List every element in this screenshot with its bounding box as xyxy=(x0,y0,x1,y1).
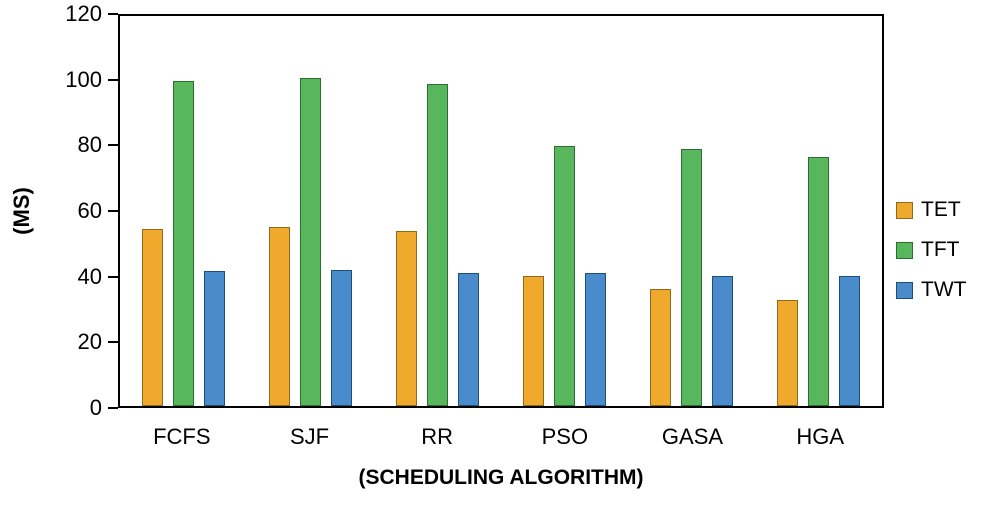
legend-swatch-tet xyxy=(896,201,913,219)
x-tick-label-sjf: SJF xyxy=(289,424,330,449)
x-tick-label-hga: HGA xyxy=(796,424,844,449)
x-axis-title: (SCHEDULING ALGORITHM) xyxy=(358,466,644,489)
y-tick-mark-40 xyxy=(108,275,118,278)
y-tick-label-20: 20 xyxy=(77,329,102,355)
y-tick-label-100: 100 xyxy=(65,66,102,92)
bar-tft-pso xyxy=(554,146,575,406)
y-axis-title: (MS) xyxy=(9,187,34,235)
bar-tet-gasa xyxy=(650,289,671,406)
x-tick-label-rr: RR xyxy=(421,424,454,449)
bar-group-rr xyxy=(374,16,501,406)
x-tick-label-gasa: GASA xyxy=(661,424,724,449)
bar-twt-rr xyxy=(458,272,479,406)
bar-twt-gasa xyxy=(712,276,733,406)
y-tick-label-60: 60 xyxy=(77,198,102,223)
legend-label-tet: TET xyxy=(921,198,961,221)
bar-tft-rr xyxy=(427,84,448,406)
y-tick-label-80: 80 xyxy=(77,132,102,158)
bar-group-pso xyxy=(501,16,628,406)
bar-groups xyxy=(120,16,882,406)
legend-item-tet: TET xyxy=(896,198,966,222)
bar-group-hga xyxy=(755,16,882,406)
bar-twt-fcfs xyxy=(204,271,225,406)
legend: TET TFT TWT xyxy=(896,198,966,302)
bar-twt-hga xyxy=(839,276,860,406)
legend-label-tft: TFT xyxy=(921,238,960,261)
bar-tet-rr xyxy=(396,230,417,406)
y-tick-label-0: 0 xyxy=(89,395,102,420)
bar-group-fcfs xyxy=(120,16,247,406)
plot-area xyxy=(118,14,884,408)
y-tick-label-120: 120 xyxy=(65,1,102,26)
y-tick-mark-60 xyxy=(108,210,118,212)
x-tick-label-pso: PSO xyxy=(541,424,589,449)
bar-tft-fcfs xyxy=(173,81,194,406)
legend-swatch-twt xyxy=(896,281,913,299)
legend-label-twt: TWT xyxy=(921,278,967,301)
y-tick-label-40: 40 xyxy=(77,263,102,289)
bar-tet-sjf xyxy=(269,227,290,406)
y-tick-mark-0 xyxy=(108,407,118,409)
bar-tft-gasa xyxy=(681,149,702,406)
y-tick-mark-20 xyxy=(108,341,118,344)
bar-tet-pso xyxy=(523,276,544,406)
bar-twt-sjf xyxy=(331,269,352,406)
x-tick-label-fcfs: FCFS xyxy=(153,424,211,449)
bar-tft-hga xyxy=(808,157,829,406)
legend-swatch-tft xyxy=(896,241,913,259)
bar-tet-hga xyxy=(777,300,798,406)
bar-group-sjf xyxy=(247,16,374,406)
bar-group-gasa xyxy=(628,16,755,406)
bar-twt-pso xyxy=(585,272,606,406)
bar-tft-sjf xyxy=(300,77,321,406)
legend-item-tft: TFT xyxy=(896,238,966,262)
y-tick-mark-120 xyxy=(108,13,118,15)
legend-item-twt: TWT xyxy=(896,278,966,302)
y-tick-mark-100 xyxy=(108,78,118,81)
y-tick-mark-80 xyxy=(108,144,118,147)
bar-tet-fcfs xyxy=(142,228,163,406)
